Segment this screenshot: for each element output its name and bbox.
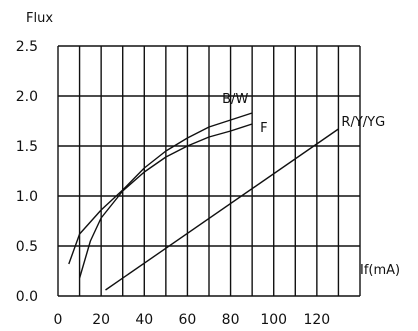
x-tick-label: 0 bbox=[54, 312, 63, 328]
series-lines bbox=[68, 112, 339, 291]
x-tick-label: 120 bbox=[303, 312, 330, 328]
y-tick-label: 1.0 bbox=[16, 189, 38, 205]
x-tick-label: 60 bbox=[179, 312, 197, 328]
tick-labels: 0 20 40 60 80 100 120 0.0 0.5 1.0 1.5 2.0 2.5 bbox=[16, 39, 330, 328]
series-line bbox=[105, 128, 339, 291]
series-label: F bbox=[260, 121, 267, 136]
y-tick-label: 0.5 bbox=[16, 239, 38, 255]
x-axis-title: If(mA) bbox=[360, 263, 400, 278]
y-tick-label: 2.5 bbox=[16, 39, 38, 55]
x-tick-label: 100 bbox=[260, 312, 287, 328]
x-tick-label: 20 bbox=[92, 312, 110, 328]
series-line bbox=[78, 123, 253, 279]
y-axis-title: Flux bbox=[26, 11, 53, 26]
series-line bbox=[68, 112, 253, 265]
series-label: R/Y/YG bbox=[341, 115, 385, 130]
chart-grid bbox=[57, 45, 361, 297]
series-labels: B/W F R/Y/YG bbox=[222, 92, 385, 136]
y-tick-label: 0.0 bbox=[16, 289, 38, 305]
y-tick-label: 1.5 bbox=[16, 139, 38, 155]
x-tick-label: 80 bbox=[222, 312, 240, 328]
y-tick-label: 2.0 bbox=[16, 89, 38, 105]
x-tick-label: 40 bbox=[135, 312, 153, 328]
series-label: B/W bbox=[222, 92, 248, 107]
